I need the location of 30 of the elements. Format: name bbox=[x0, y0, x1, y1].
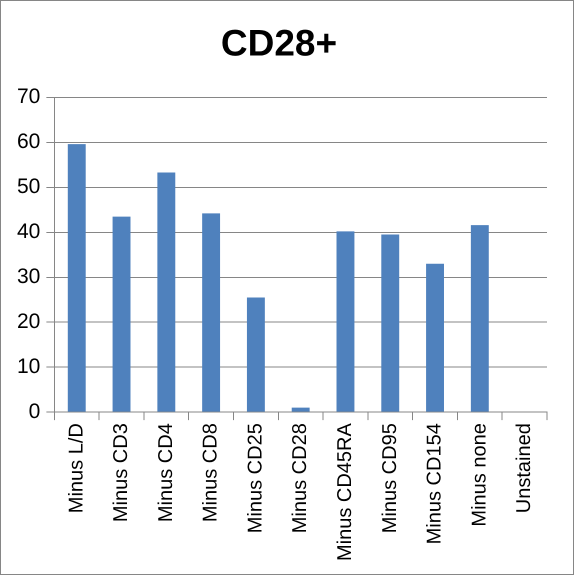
x-tick-label: Minus CD4 bbox=[154, 423, 177, 522]
y-tick-label: 20 bbox=[17, 310, 40, 334]
bar bbox=[426, 264, 444, 412]
bar bbox=[202, 213, 220, 412]
x-tick-label: Minus CD8 bbox=[200, 423, 222, 522]
x-tick-label: Minus CD25 bbox=[244, 423, 266, 534]
bar bbox=[112, 216, 130, 412]
y-tick-label: 30 bbox=[17, 265, 40, 288]
x-tick-label: Minus CD45RA bbox=[334, 422, 356, 562]
y-tick-label: 40 bbox=[17, 220, 40, 244]
x-tick-label: Minus CD154 bbox=[424, 423, 446, 544]
bar bbox=[68, 144, 86, 412]
bar bbox=[292, 408, 310, 412]
x-tick-label: Unstained bbox=[513, 423, 536, 514]
bar bbox=[336, 231, 354, 412]
x-tick-label: Minus CD3 bbox=[110, 423, 132, 522]
y-tick-label: 50 bbox=[17, 175, 40, 198]
x-tick-label: Minus none bbox=[468, 423, 490, 527]
y-tick-label: 60 bbox=[17, 130, 40, 154]
x-tick-label: Minus CD95 bbox=[378, 423, 401, 534]
y-tick-label: 70 bbox=[17, 85, 40, 108]
y-tick-label: 0 bbox=[28, 400, 40, 423]
bar bbox=[470, 225, 489, 412]
x-tick-label: Minus CD28 bbox=[289, 423, 312, 534]
bar bbox=[381, 234, 400, 412]
bar bbox=[157, 172, 176, 412]
y-tick-label: 10 bbox=[17, 355, 40, 378]
chart-title: CD28+ bbox=[220, 22, 338, 64]
x-tick-label: Minus L/D bbox=[65, 423, 88, 514]
bar bbox=[246, 298, 265, 412]
